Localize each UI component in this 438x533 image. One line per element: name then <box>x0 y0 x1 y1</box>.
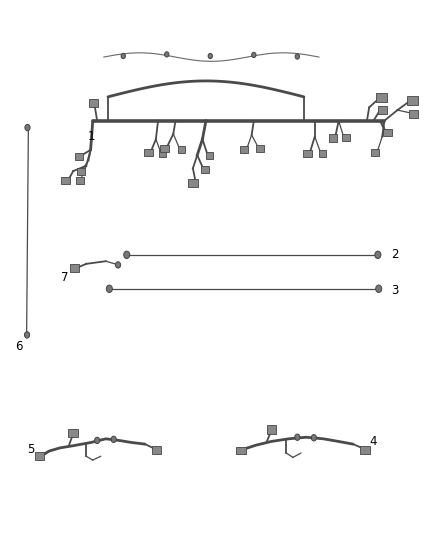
Bar <box>35 453 45 461</box>
Bar <box>61 177 70 184</box>
Text: 1: 1 <box>88 130 95 143</box>
Bar <box>267 425 276 433</box>
Bar <box>152 446 161 454</box>
Circle shape <box>311 434 317 441</box>
Bar <box>89 99 99 107</box>
Bar <box>144 149 153 156</box>
Circle shape <box>95 437 100 443</box>
Bar <box>178 147 185 154</box>
Bar <box>76 177 84 184</box>
Bar <box>74 153 83 160</box>
Text: 5: 5 <box>27 443 34 456</box>
Circle shape <box>375 251 381 259</box>
Bar <box>328 134 337 142</box>
Text: 3: 3 <box>391 284 398 297</box>
Bar <box>376 93 387 102</box>
Bar <box>319 150 326 157</box>
Circle shape <box>121 53 125 59</box>
Bar <box>256 145 264 152</box>
Bar <box>360 446 370 454</box>
Bar <box>378 106 388 114</box>
Bar <box>303 150 312 157</box>
Bar <box>70 264 79 272</box>
Bar <box>383 128 392 136</box>
Bar <box>201 166 209 173</box>
Bar <box>409 110 418 118</box>
Circle shape <box>124 251 130 259</box>
Text: 6: 6 <box>15 340 22 352</box>
Circle shape <box>208 53 212 59</box>
Circle shape <box>295 54 300 59</box>
Circle shape <box>25 124 30 131</box>
Circle shape <box>116 262 120 268</box>
Bar <box>159 150 166 157</box>
Bar <box>77 167 85 174</box>
Bar <box>342 134 350 141</box>
Circle shape <box>165 52 169 57</box>
Bar <box>188 179 198 187</box>
Text: 4: 4 <box>369 435 377 448</box>
Bar <box>240 147 248 154</box>
Bar <box>205 152 213 159</box>
Circle shape <box>252 52 256 58</box>
Circle shape <box>106 285 113 293</box>
Bar <box>160 144 169 152</box>
Bar <box>407 96 418 106</box>
Circle shape <box>111 436 116 442</box>
Bar <box>236 447 246 455</box>
Circle shape <box>376 285 382 293</box>
Bar <box>68 429 78 437</box>
Text: 7: 7 <box>61 271 69 284</box>
Circle shape <box>295 434 300 440</box>
Text: 2: 2 <box>391 248 399 261</box>
Bar <box>371 149 379 156</box>
Circle shape <box>25 332 30 338</box>
